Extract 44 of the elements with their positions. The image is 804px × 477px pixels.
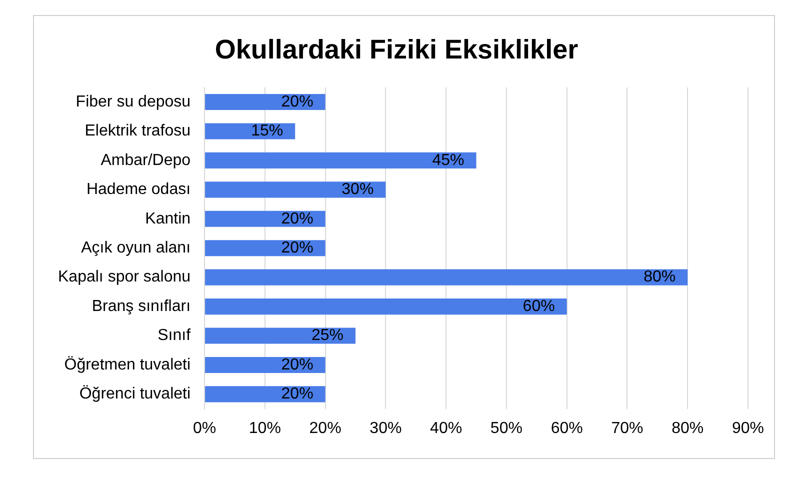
data-label: 60% [522,298,555,315]
x-tick-label: 60% [550,420,583,437]
y-tick-label: Açık oyun alanı [81,240,191,257]
x-tick-label: 90% [732,420,764,437]
data-label: 20% [281,386,314,403]
bar [205,240,326,256]
data-label: 45% [432,152,464,169]
data-label: 15% [251,122,284,140]
y-tick-label: Sınıf [158,327,192,344]
data-label: 25% [311,327,344,344]
y-tick-label: Branş sınıfları [92,298,191,315]
bar [205,182,386,198]
data-label: 20% [281,210,314,228]
y-tick-label: Ambar/Depo [100,152,191,169]
y-tick-label: Öğrenci tuvaleti [79,384,191,403]
bar [205,269,688,286]
bar [205,356,326,374]
x-tick-label: 40% [430,420,462,437]
x-tick-label: 20% [309,420,342,437]
chart-title: Okullardaki Fiziki Eksiklikler [214,34,579,65]
x-tick-label: 0% [192,420,216,437]
x-tick-label: 80% [672,420,704,437]
y-tick-label: Kantin [145,210,191,228]
data-label: 20% [281,356,314,374]
bar [205,123,296,140]
bar [205,328,356,344]
bar [205,210,326,227]
data-label: 80% [644,268,676,286]
bar [205,386,326,402]
x-tick-label: 70% [611,420,644,437]
y-tick-label: Fiber su deposu [76,93,191,110]
x-tick-label: 30% [370,420,402,437]
bar [205,298,567,315]
bar [205,94,326,110]
data-label: 20% [281,93,314,110]
x-tick-label: 10% [248,420,281,437]
data-label: 20% [281,240,314,257]
y-tick-label: Hademe odası [86,181,191,198]
y-tick-label: Öğretmen tuvaleti [64,355,191,374]
y-tick-label: Kapalı spor salonu [58,268,191,286]
y-tick-label: Elektrik trafosu [84,122,191,140]
x-tick-label: 50% [490,420,522,437]
data-label: 30% [342,181,374,198]
bar [205,152,476,168]
